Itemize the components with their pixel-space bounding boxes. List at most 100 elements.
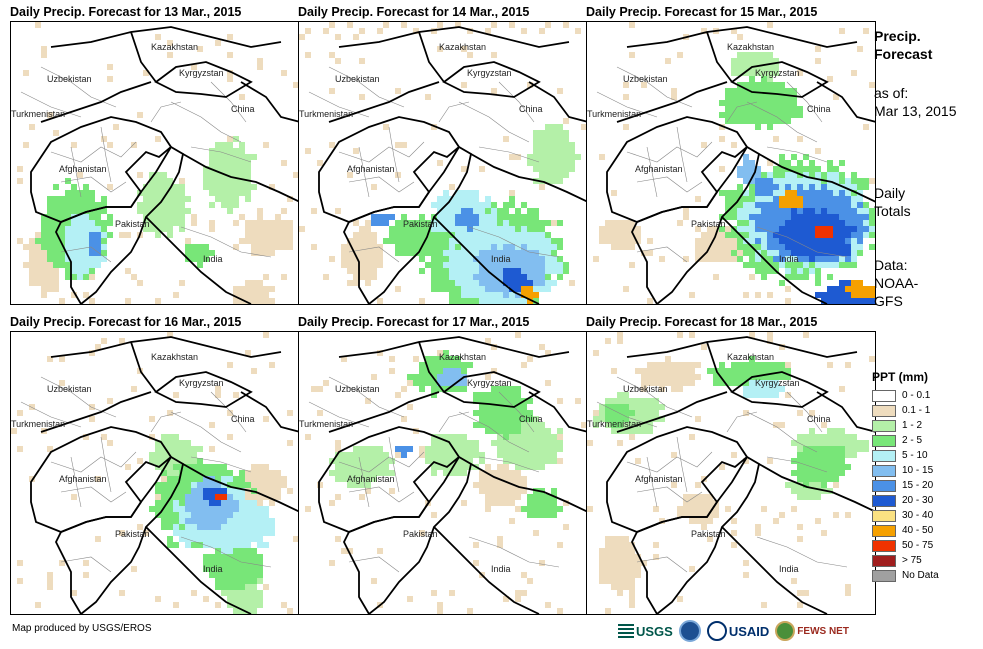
- panel-title: Daily Precip. Forecast for 15 Mar., 2015: [586, 5, 818, 19]
- country-border: [816, 391, 875, 433]
- legend-item: 20 - 30: [872, 493, 982, 508]
- country-border: [338, 26, 570, 48]
- legend-swatch: [872, 509, 896, 522]
- admin-boundary: [596, 401, 658, 428]
- country-border: [130, 31, 157, 83]
- country-label: Turkmenistan: [587, 109, 641, 119]
- data-label: Data:: [874, 257, 908, 273]
- country-border: [145, 526, 252, 614]
- country-label: China: [231, 104, 255, 114]
- legend-label: No Data: [902, 570, 939, 581]
- country-border: [758, 153, 875, 203]
- admin-boundary: [60, 556, 112, 573]
- admin-boundary: [358, 146, 370, 198]
- precip-map: Kazakhstan Kyrgyzstan Uzbekistan Turkmenist…: [298, 331, 588, 615]
- country-label: Pakistan: [691, 219, 726, 229]
- country-label: Pakistan: [403, 529, 438, 539]
- country-label: Afghanistan: [59, 164, 107, 174]
- admin-boundary: [786, 391, 823, 433]
- admin-boundary: [596, 91, 658, 118]
- admin-boundary: [348, 176, 415, 193]
- precip-cells: [17, 22, 299, 304]
- country-border: [528, 391, 587, 433]
- admin-boundary: [308, 91, 370, 118]
- admin-boundary: [676, 126, 688, 183]
- precip-cells: [593, 22, 875, 304]
- panel-title: Daily Precip. Forecast for 17 Mar., 2015: [298, 315, 530, 329]
- precip-cells: [299, 22, 587, 304]
- admin-boundary: [498, 81, 535, 123]
- admin-boundary: [60, 486, 127, 503]
- admin-boundary: [616, 376, 693, 418]
- legend-item: 10 - 15: [872, 463, 982, 478]
- precip-map: Kazakhstan Kyrgyzstan Uzbekistan Turkmenist…: [586, 331, 876, 615]
- country-label: Afghanistan: [347, 474, 395, 484]
- precip-map: Kazakhstan Kyrgyzstan Uzbekistan Turkmenist…: [586, 21, 876, 305]
- admin-boundary: [746, 101, 818, 143]
- country-border: [606, 116, 749, 223]
- admin-boundary: [726, 411, 758, 433]
- legend-item: 0.1 - 1: [872, 403, 982, 418]
- legend-swatch: [872, 419, 896, 432]
- precip-legend: PPT (mm) 0 - 0.1 0.1 - 1 1 - 2 2 - 5 5 - 10 1…: [872, 370, 982, 583]
- country-label: Uzbekistan: [335, 74, 380, 84]
- legend-item: > 75: [872, 553, 982, 568]
- forecast-panel-16-mar: Daily Precip. Forecast for 16 Mar., 2015…: [10, 315, 300, 615]
- country-border: [40, 391, 152, 433]
- precip-cells: [305, 332, 587, 614]
- country-border: [433, 216, 540, 304]
- country-border: [606, 426, 749, 533]
- admin-boundary: [190, 456, 252, 473]
- country-label: China: [231, 414, 255, 424]
- forecast-panel-18-mar: Daily Precip. Forecast for 18 Mar., 2015…: [586, 315, 876, 615]
- legend-swatch: [872, 449, 896, 462]
- legend-item: 50 - 75: [872, 538, 982, 553]
- data-source: NOAA-GFS: [874, 275, 919, 309]
- legend-label: 15 - 20: [902, 480, 934, 491]
- country-label: Turkmenistan: [299, 109, 353, 119]
- legend-label: > 75: [902, 555, 922, 566]
- country-label: Pakistan: [115, 529, 150, 539]
- legend-label: 30 - 40: [902, 510, 934, 521]
- country-label: Kazakhstan: [151, 42, 198, 52]
- legend-label: 0 - 0.1: [902, 390, 931, 401]
- precip-map: Kazakhstan Kyrgyzstan Uzbekistan Turkmenist…: [298, 21, 588, 305]
- country-border: [758, 463, 875, 513]
- legend-label: 0.1 - 1: [902, 405, 931, 416]
- admin-boundary: [50, 141, 137, 163]
- admin-boundary: [646, 456, 658, 508]
- country-label: China: [807, 414, 831, 424]
- legend-swatch: [872, 539, 896, 552]
- country-border: [30, 116, 173, 223]
- country-label: Kyrgyzstan: [179, 378, 224, 388]
- country-label: Uzbekistan: [47, 74, 92, 84]
- admin-boundary: [626, 451, 713, 473]
- legend-swatch: [872, 434, 896, 447]
- admin-boundary: [70, 456, 82, 508]
- legend-label: 1 - 2: [902, 420, 923, 431]
- country-border: [528, 81, 587, 123]
- country-border: [721, 526, 828, 614]
- admin-boundary: [338, 141, 425, 163]
- admin-boundary: [498, 391, 535, 433]
- legend-title: PPT (mm): [872, 370, 929, 384]
- admin-boundary: [766, 146, 828, 163]
- panel-title: Daily Precip. Forecast for 13 Mar., 2015: [10, 5, 242, 19]
- country-border: [145, 216, 252, 304]
- admin-boundary: [478, 456, 540, 473]
- country-label: Afghanistan: [635, 164, 683, 174]
- map-credit: Map produced by USGS/EROS: [12, 623, 152, 634]
- country-border: [626, 26, 858, 48]
- country-border: [318, 116, 461, 223]
- admin-boundary: [40, 66, 117, 108]
- country-border: [706, 341, 733, 393]
- asof-label: as of:: [874, 85, 909, 101]
- admin-boundary: [180, 226, 272, 258]
- forecast-panel-17-mar: Daily Precip. Forecast for 17 Mar., 2015…: [298, 315, 588, 615]
- noaa-logo: [678, 620, 701, 642]
- admin-boundary: [40, 376, 117, 418]
- legend-item: 2 - 5: [872, 433, 982, 448]
- admin-boundary: [756, 536, 848, 568]
- legend-label: 40 - 50: [902, 525, 934, 536]
- admin-boundary: [358, 456, 370, 508]
